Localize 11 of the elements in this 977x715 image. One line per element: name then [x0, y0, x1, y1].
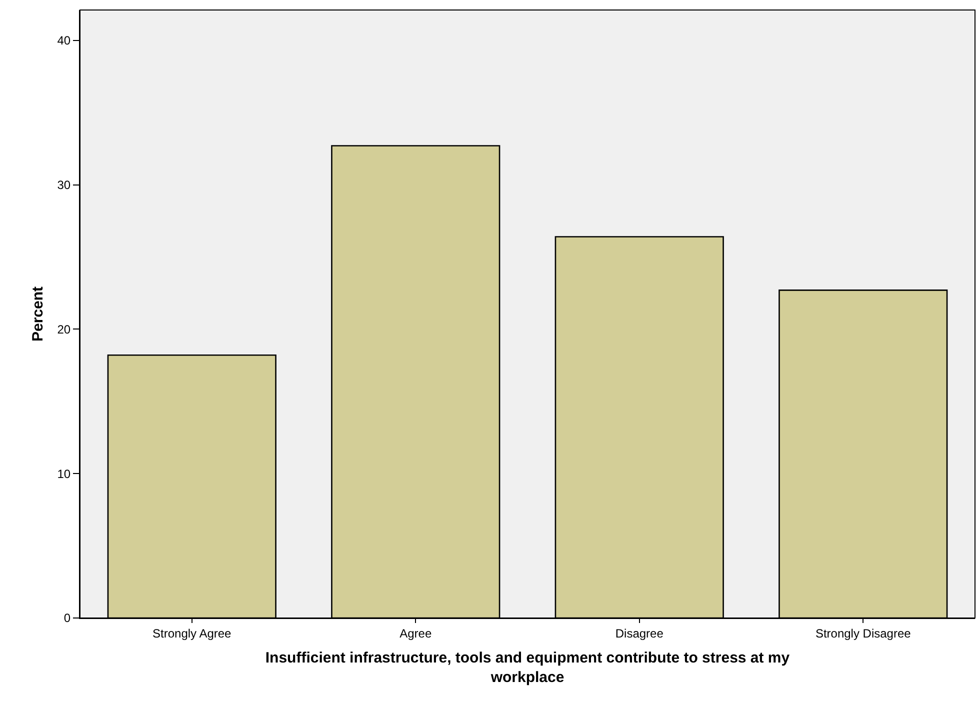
y-axis-title: Percent	[29, 286, 46, 342]
y-tick-label: 30	[57, 178, 71, 192]
y-tick-label: 40	[57, 34, 71, 48]
x-tick-label: Strongly Disagree	[815, 626, 912, 640]
x-tick-label: Disagree	[615, 626, 664, 640]
y-tick-label: 20	[57, 322, 71, 336]
x-tick-label: Strongly Agree	[152, 626, 232, 640]
y-tick-label: 10	[57, 466, 71, 481]
x-axis-title: Insufficient infrastructure, tools and equipment contribute to stress at my workplace	[265, 649, 790, 686]
x-tick-label: Agree	[400, 626, 432, 640]
y-tick-label: 0	[64, 611, 71, 626]
